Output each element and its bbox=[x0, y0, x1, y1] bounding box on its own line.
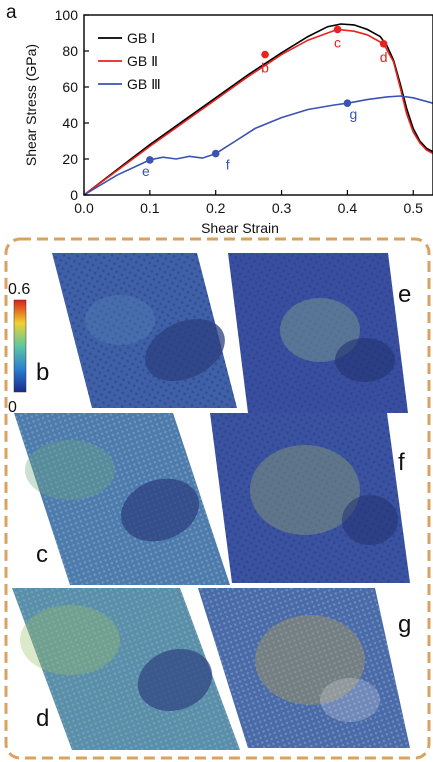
y-tick-label: 100 bbox=[55, 7, 79, 23]
marker-label-f: f bbox=[226, 157, 230, 173]
snapshot-e bbox=[228, 253, 408, 413]
marker-f bbox=[211, 149, 220, 158]
x-tick-label: 0.2 bbox=[206, 200, 226, 216]
marker-g bbox=[343, 99, 352, 107]
stress-strain-chart: b c d e f g 0.0 0.1 0.2 0.3 0.4 0.5 0 20 40 60 80 100 S… bbox=[23, 7, 433, 236]
snapshot-g bbox=[198, 588, 410, 748]
marker-label-b: b bbox=[261, 60, 269, 76]
panel-label: a bbox=[6, 2, 17, 23]
y-tick-label: 0 bbox=[70, 187, 78, 203]
x-tick-label: 0.3 bbox=[272, 200, 292, 216]
colorbar: 0.6 0 bbox=[8, 281, 30, 416]
y-tick-label: 60 bbox=[62, 79, 78, 95]
colorbar-gradient bbox=[13, 299, 27, 393]
colorbar-max-label: 0.6 bbox=[8, 281, 30, 298]
marker-c bbox=[333, 25, 342, 34]
legend-entry-3: GB Ⅲ bbox=[127, 76, 161, 92]
snapshot-label-d: d bbox=[36, 705, 49, 732]
marker-label-d: d bbox=[380, 49, 388, 65]
series-line-1 bbox=[83, 23, 433, 196]
marker-d bbox=[379, 40, 388, 48]
y-axis-ticks: 0 20 40 60 80 100 bbox=[55, 7, 89, 203]
x-axis-label: Shear Strain bbox=[201, 220, 279, 236]
plot-frame bbox=[83, 14, 433, 196]
x-tick-label: 0.0 bbox=[74, 200, 94, 216]
snapshot-label-f: f bbox=[398, 449, 405, 476]
snapshot-f bbox=[210, 413, 410, 583]
marker-e bbox=[146, 156, 154, 164]
plot-markers: b c d e f g bbox=[142, 25, 388, 179]
marker-label-c: c bbox=[334, 34, 341, 50]
marker-b bbox=[261, 50, 269, 59]
x-tick-label: 0.1 bbox=[140, 200, 160, 216]
y-tick-label: 20 bbox=[62, 151, 78, 167]
x-tick-label: 0.4 bbox=[338, 200, 358, 216]
snapshot-label-g: g bbox=[398, 611, 411, 638]
legend-entry-2: GB Ⅱ bbox=[127, 53, 158, 69]
x-axis-ticks: 0.0 0.1 0.2 0.3 0.4 0.5 bbox=[74, 190, 423, 216]
y-axis-label: Shear Stress (GPa) bbox=[23, 44, 39, 166]
snapshot-c bbox=[14, 413, 230, 585]
snapshot-b bbox=[52, 253, 237, 408]
x-tick-label: 0.5 bbox=[404, 200, 424, 216]
snapshot-label-c: c bbox=[36, 541, 48, 568]
snapshot-d bbox=[12, 588, 240, 750]
colorbar-min-label: 0 bbox=[8, 399, 17, 416]
snapshot-panels bbox=[12, 253, 410, 750]
marker-label-e: e bbox=[142, 163, 150, 179]
snapshot-label-e: e bbox=[398, 281, 411, 308]
legend-entry-1: GB Ⅰ bbox=[127, 30, 155, 46]
series-line-3 bbox=[83, 95, 433, 196]
snapshot-frame bbox=[4, 237, 431, 760]
y-tick-label: 40 bbox=[62, 115, 78, 131]
marker-label-g: g bbox=[349, 106, 357, 122]
snapshot-label-b: b bbox=[36, 359, 49, 386]
y-tick-label: 80 bbox=[62, 43, 78, 59]
legend: GB Ⅰ GB Ⅱ GB Ⅲ bbox=[98, 30, 161, 92]
